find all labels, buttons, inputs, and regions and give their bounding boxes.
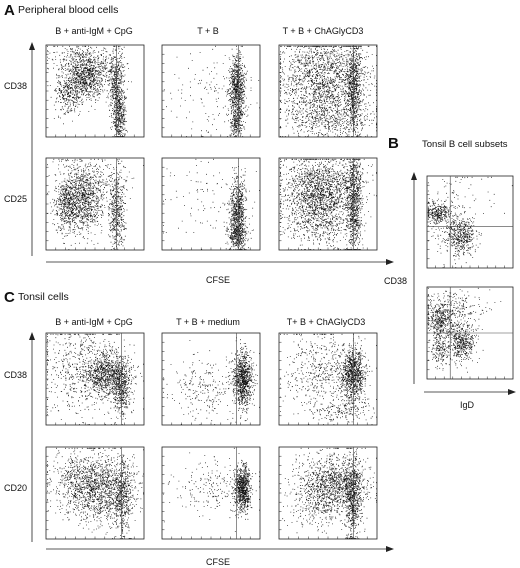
plot-tonsil-bcells-anti-igm-cpg-cd20 <box>45 446 145 540</box>
panel-a-row-label-cd25: CD25 <box>4 194 27 204</box>
panel-b-letter: B <box>388 135 399 152</box>
panel-b-x-axis-label: IgD <box>460 400 475 410</box>
plot-pb-t-b-chaglycd3-cd38 <box>278 44 378 138</box>
panel-b-y-axis-arrow <box>411 172 417 384</box>
panel-a-column-label-2: T + B <box>197 26 219 36</box>
plot-pb-t-plus-b-cd25 <box>161 157 261 251</box>
panel-a-y-axis-arrow <box>29 42 35 256</box>
panel-c-column-label-2: T + B + medium <box>176 317 240 327</box>
panel-c-x-axis-arrow <box>46 546 394 552</box>
panel-c-x-axis-label: CFSE <box>206 557 230 567</box>
panel-c-letter: C <box>4 289 15 306</box>
panel-c-row-label-cd20: CD20 <box>4 483 27 493</box>
panel-a-x-axis-label: CFSE <box>206 275 230 285</box>
plot-pb-bcells-anti-igm-cpg-cd25 <box>45 157 145 251</box>
panel-c-row-label-cd38: CD38 <box>4 370 27 380</box>
panel-a-row-label-cd38: CD38 <box>4 81 27 91</box>
plot-tonsil-b-subsets-bottom <box>426 286 514 380</box>
panel-c-column-label-3: T+ B + ChAGlyCD3 <box>287 317 366 327</box>
panel-b-y-axis-label: CD38 <box>384 276 407 286</box>
panel-c: C Tonsil cells B + anti-IgM + CpG T + B … <box>4 289 394 567</box>
plot-tonsil-t-b-chaglycd3-cd38 <box>278 332 378 426</box>
panel-a-x-axis-arrow <box>46 259 394 265</box>
plot-pb-t-b-chaglycd3-cd25 <box>278 157 378 251</box>
panel-b-title: Tonsil B cell subsets <box>422 139 508 150</box>
panel-c-column-label-1: B + anti-IgM + CpG <box>55 317 133 327</box>
panel-c-title: Tonsil cells <box>18 291 69 303</box>
panel-a-letter: A <box>4 2 15 19</box>
panel-b: B Tonsil B cell subsets CD38 IgD <box>384 135 516 410</box>
plot-tonsil-b-subsets-top <box>426 175 514 269</box>
panel-a-title: Peripheral blood cells <box>18 4 118 16</box>
plot-tonsil-bcells-anti-igm-cpg-cd38 <box>45 332 145 426</box>
plot-tonsil-t-b-medium-cd38 <box>161 332 261 426</box>
plot-pb-t-plus-b-cd38 <box>161 44 261 138</box>
plot-pb-bcells-anti-igm-cpg-cd38 <box>45 44 145 138</box>
panel-c-y-axis-arrow <box>29 332 35 542</box>
panel-a: A Peripheral blood cells B + anti-IgM + … <box>4 2 394 285</box>
plot-tonsil-t-b-chaglycd3-cd20 <box>278 446 378 540</box>
panel-a-column-label-3: T + B + ChAGlyCD3 <box>283 26 364 36</box>
plot-tonsil-t-b-medium-cd20 <box>161 446 261 540</box>
panel-a-column-label-1: B + anti-IgM + CpG <box>55 26 133 36</box>
panel-b-x-axis-arrow <box>424 389 516 395</box>
